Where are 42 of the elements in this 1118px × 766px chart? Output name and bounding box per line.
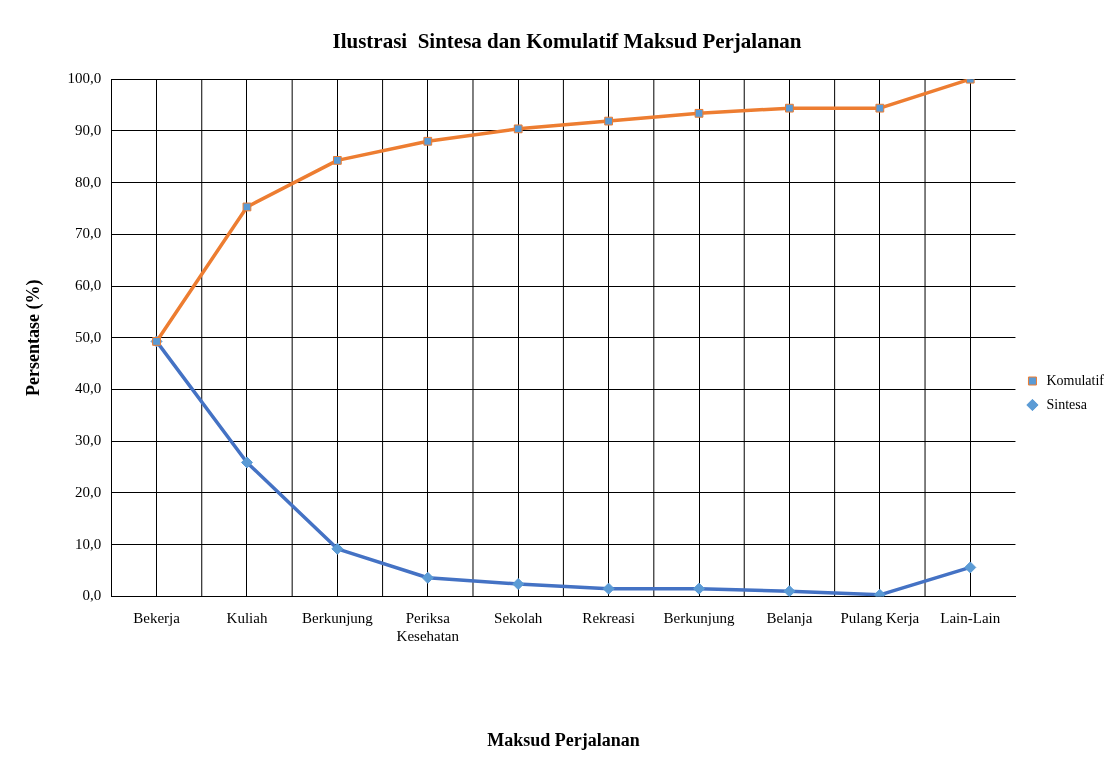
point — [783, 585, 796, 597]
x-tick-label: Kuliah — [226, 610, 268, 627]
y-tick-label: 0,0 — [82, 587, 102, 604]
point — [602, 582, 615, 595]
legend-label: Komulatif — [1046, 372, 1105, 388]
y-tick-label: 30,0 — [75, 432, 102, 449]
chart-title: Ilustrasi Sintesa dan Komulatif Maksud Perjalanan — [332, 29, 802, 54]
y-tick-label: 10,0 — [75, 535, 102, 552]
y-tick-label: 50,0 — [75, 328, 102, 345]
y-tick-label: 90,0 — [75, 121, 102, 138]
x-tick-label: Bekerja — [133, 610, 181, 627]
x-tick-label: Pulang Kerja — [840, 610, 920, 627]
point — [604, 116, 613, 126]
y-axis-title: Persentase (%) — [23, 279, 45, 397]
point — [240, 456, 253, 469]
point — [242, 202, 252, 212]
point — [513, 124, 523, 134]
point — [423, 136, 433, 146]
y-tick-label: 100,0 — [67, 70, 102, 87]
point — [694, 108, 704, 118]
point — [693, 582, 706, 595]
x-tick-label: Berkunjung — [663, 610, 735, 627]
x-tick-label: Belanja — [766, 610, 813, 627]
y-tick-label: 40,0 — [75, 380, 102, 397]
point — [875, 103, 885, 113]
y-tick-label: 70,0 — [75, 225, 102, 242]
legend-label: Sintesa — [1046, 396, 1088, 412]
x-tick-label: Rekreasi — [582, 610, 635, 627]
y-tick-label: 20,0 — [75, 483, 102, 500]
point — [785, 103, 794, 113]
x-tick-label: Berkunjung — [301, 610, 374, 627]
point — [421, 571, 434, 584]
point — [512, 577, 525, 590]
x-tick-label: Periksa Kesehatan — [396, 610, 460, 645]
point — [964, 561, 977, 574]
y-tick-label: 80,0 — [75, 173, 102, 190]
x-axis-title: Maksud Perjalanan — [487, 729, 640, 750]
point — [331, 542, 344, 555]
point — [332, 156, 342, 165]
y-tick-label: 60,0 — [75, 277, 102, 294]
x-tick-label: Lain-Lain — [940, 610, 1001, 627]
x-tick-label: Sekolah — [494, 610, 543, 627]
